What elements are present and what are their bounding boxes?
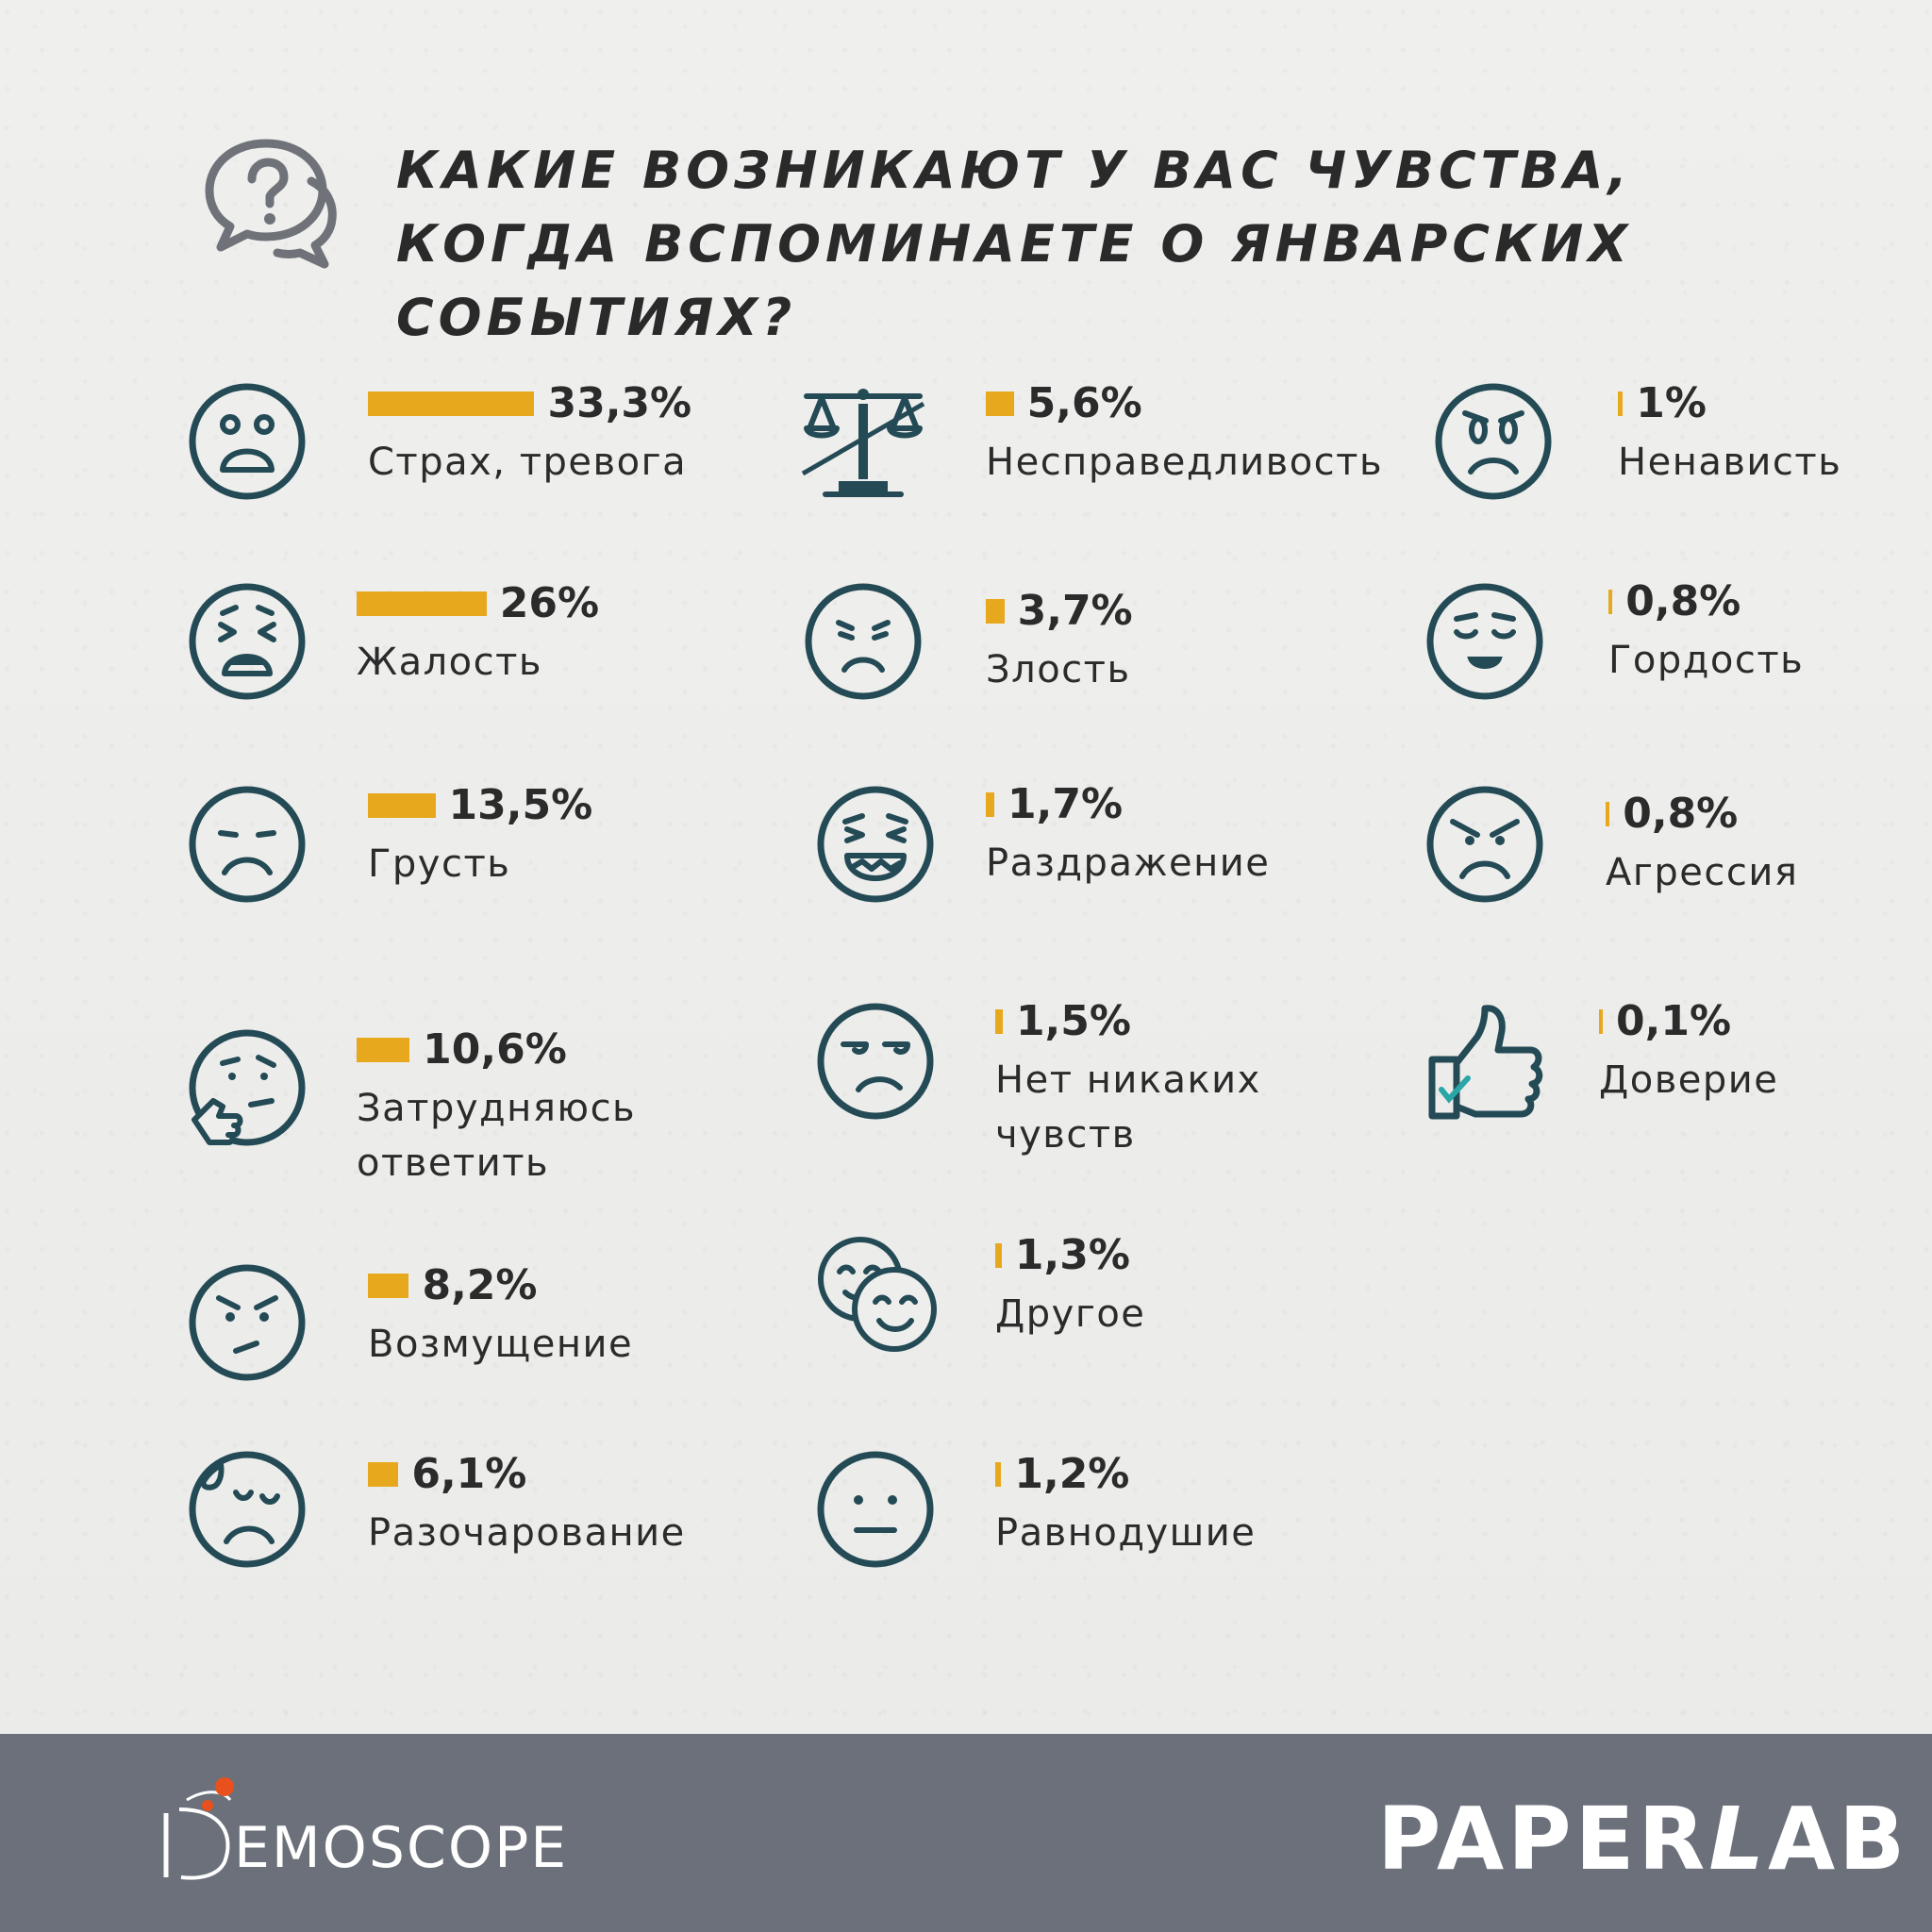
fear-face-icon xyxy=(181,375,313,508)
category-label: Агрессия xyxy=(1606,851,1799,894)
value-bar xyxy=(368,391,535,416)
value-bar xyxy=(368,1462,399,1487)
category-label: Грусть xyxy=(368,842,511,886)
value-label: 0,8% xyxy=(1625,577,1741,625)
value-bar xyxy=(1599,1009,1603,1034)
angry-face-icon xyxy=(797,575,929,708)
thumbs-up-icon xyxy=(1419,995,1551,1127)
value-bar xyxy=(357,591,487,616)
footer-bar xyxy=(0,1734,1932,1932)
category-label: Раздражение xyxy=(986,841,1271,885)
value-bar xyxy=(986,599,1005,624)
distressed-face-icon xyxy=(181,575,313,708)
demoscope-wordmark: EMOSCOPE xyxy=(234,1815,569,1881)
value-label: 33,3% xyxy=(547,379,692,427)
sad-face-icon xyxy=(181,778,313,910)
value-bar xyxy=(1606,802,1610,826)
proud-face-icon xyxy=(1419,575,1551,708)
value-bar xyxy=(995,1009,1003,1034)
value-bar xyxy=(1608,590,1613,614)
value-label: 1,2% xyxy=(1014,1450,1130,1498)
value-label: 10,6% xyxy=(423,1025,567,1074)
neutral-face-icon xyxy=(809,1443,941,1575)
value-label: 6,1% xyxy=(411,1450,527,1498)
paperlab-logo: PAPERLAB xyxy=(1377,1789,1909,1890)
value-bar xyxy=(368,1274,409,1298)
value-bar xyxy=(357,1038,410,1062)
irritated-face-icon xyxy=(809,778,941,910)
category-label: Доверие xyxy=(1599,1058,1779,1102)
value-label: 3,7% xyxy=(1017,587,1133,635)
thinking-face-icon xyxy=(181,1022,313,1154)
value-label: 1% xyxy=(1636,379,1707,427)
category-label: Разочарование xyxy=(368,1511,686,1555)
value-label: 13,5% xyxy=(448,781,593,829)
category-label: Злость xyxy=(986,648,1131,691)
value-label: 0,8% xyxy=(1623,790,1739,838)
category-label: Гордость xyxy=(1608,639,1805,682)
value-bar xyxy=(368,793,436,818)
category-label: Затрудняюсь ответить xyxy=(357,1087,637,1185)
category-label: Несправедливость xyxy=(986,441,1384,484)
value-label: 1,3% xyxy=(1014,1231,1130,1279)
category-label: Нет никаких чувств xyxy=(995,1058,1261,1157)
category-label: Ненависть xyxy=(1618,441,1842,484)
crossed-scales-icon xyxy=(797,375,929,508)
category-label: Равнодушие xyxy=(995,1511,1257,1555)
value-label: 0,1% xyxy=(1616,997,1732,1045)
value-bar xyxy=(995,1243,1002,1268)
demoscope-logo: EMOSCOPE xyxy=(158,1772,574,1894)
unamused-face-icon xyxy=(809,995,941,1127)
category-label: Возмущение xyxy=(368,1323,634,1366)
hateful-face-icon xyxy=(1427,375,1559,508)
category-label: Страх, тревога xyxy=(368,441,688,484)
disappointed-face-icon xyxy=(181,1443,313,1575)
value-label: 26% xyxy=(499,579,600,627)
background-texture xyxy=(0,0,1932,1734)
value-bar xyxy=(986,792,994,817)
question-bubbles-icon xyxy=(200,132,341,274)
aggressive-face-icon xyxy=(1419,778,1551,910)
chart-title: КАКИЕ ВОЗНИКАЮТ У ВАС ЧУВСТВА, КОГДА ВСП… xyxy=(396,141,1632,347)
value-bar xyxy=(1618,391,1624,416)
category-label: Другое xyxy=(995,1292,1146,1336)
value-bar xyxy=(995,1462,1002,1487)
value-bar xyxy=(986,391,1014,416)
value-label: 1,5% xyxy=(1015,997,1131,1045)
value-label: 8,2% xyxy=(422,1261,538,1309)
value-label: 1,7% xyxy=(1008,780,1124,828)
category-label: Жалость xyxy=(357,641,543,684)
indignant-face-icon xyxy=(181,1257,313,1389)
two-faces-icon xyxy=(811,1226,943,1358)
value-label: 5,6% xyxy=(1026,379,1142,427)
